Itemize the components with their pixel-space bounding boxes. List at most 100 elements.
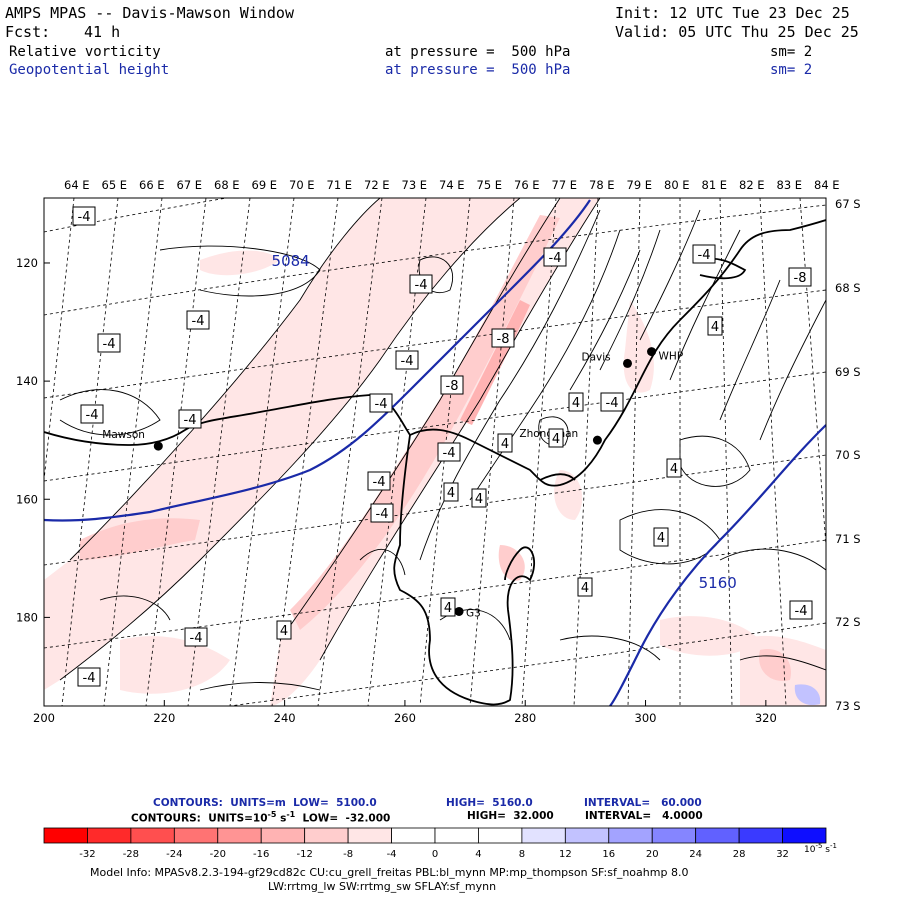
vorticity-label-box bbox=[471, 488, 487, 508]
height-contour-high: HIGH= 5160.0 bbox=[446, 797, 533, 809]
vorticity-label-box bbox=[788, 267, 812, 287]
vort-high: HIGH= 32.000 bbox=[467, 810, 554, 822]
lat-label: 70 S bbox=[835, 448, 861, 462]
lon-label: 68 E bbox=[214, 178, 240, 192]
x-tick-label: 260 bbox=[394, 711, 416, 725]
colorbar-label: -16 bbox=[253, 849, 269, 860]
field2-level: at pressure = 500 hPa bbox=[385, 62, 571, 78]
lon-label: 80 E bbox=[664, 178, 690, 192]
vorticity-label-box bbox=[568, 392, 584, 412]
y-tick-label: 160 bbox=[16, 492, 38, 506]
colorbar-swatch bbox=[130, 827, 175, 844]
colorbar-label: 16 bbox=[602, 849, 615, 860]
colorbar-swatch bbox=[347, 827, 392, 844]
x-tick-label: 320 bbox=[755, 711, 777, 725]
station-marker bbox=[622, 358, 632, 368]
vorticity-label: 4 bbox=[711, 320, 719, 335]
field2-name: Geopotential height bbox=[9, 62, 170, 78]
x-tick-label: 280 bbox=[514, 711, 536, 725]
lon-label: 69 E bbox=[252, 178, 278, 192]
vorticity-label-box bbox=[409, 274, 433, 294]
colorbar-swatch bbox=[738, 827, 783, 844]
coastline bbox=[44, 219, 826, 706]
vorticity-label: -8 bbox=[794, 271, 807, 286]
height-contour-label: 5160 bbox=[699, 574, 737, 592]
colorbar-label: 32 bbox=[776, 849, 789, 860]
field1-name: Relative vorticity bbox=[9, 44, 161, 60]
vorticity-label-box bbox=[548, 428, 564, 448]
colorbar-swatch bbox=[782, 827, 827, 844]
lon-label: 70 E bbox=[289, 178, 315, 192]
lat-label: 68 S bbox=[835, 281, 861, 295]
vorticity-label-box bbox=[497, 433, 513, 453]
vorticity-label-box bbox=[440, 375, 464, 395]
y-tick-label: 120 bbox=[16, 256, 38, 270]
vorticity-label: -4 bbox=[375, 397, 388, 412]
lat-label: 71 S bbox=[835, 532, 861, 546]
forecast-hour: 41 h bbox=[84, 23, 121, 41]
vorticity-label: -4 bbox=[698, 248, 711, 263]
lon-label: 79 E bbox=[627, 178, 653, 192]
vorticity-label: -8 bbox=[446, 379, 459, 394]
lat-label: 67 S bbox=[835, 197, 861, 211]
vorticity-label-box bbox=[77, 667, 101, 687]
init-time: Init: 12 UTC Tue 23 Dec 25 bbox=[615, 4, 850, 22]
colorbar-swatch bbox=[608, 827, 653, 844]
vorticity-label-box bbox=[600, 392, 624, 412]
vorticity-label: -4 bbox=[376, 507, 389, 522]
vorticity-label-box bbox=[707, 316, 723, 336]
vorticity-label-box bbox=[178, 409, 202, 429]
vorticity-label: 4 bbox=[670, 462, 678, 477]
vorticity-label-box bbox=[543, 247, 567, 267]
lon-label: 84 E bbox=[814, 178, 840, 192]
lat-label: 69 S bbox=[835, 365, 861, 379]
vorticity-label: -4 bbox=[83, 671, 96, 686]
vorticity-label: 4 bbox=[552, 432, 560, 447]
colorbar-label: -4 bbox=[387, 849, 397, 860]
x-tick-label: 300 bbox=[635, 711, 657, 725]
colorbar-label: 12 bbox=[559, 849, 572, 860]
valid-time: Valid: 05 UTC Thu 25 Dec 25 bbox=[615, 23, 859, 41]
vorticity-label-box bbox=[440, 597, 456, 617]
vorticity-label-box bbox=[369, 393, 393, 413]
vorticity-label: -4 bbox=[86, 408, 99, 423]
colorbar: -32 -28 -24 -20 -16 -12 -8 -4 0 4 8 12 16 20 24 28 32 bbox=[43, 827, 827, 860]
vorticity-label: -4 bbox=[184, 413, 197, 428]
vorticity-label: -4 bbox=[103, 337, 116, 352]
map-labels: 64 E 65 E 66 E 67 E 68 E 69 E 70 E 71 E 72 E 73 E… bbox=[16, 178, 861, 725]
colorbar-swatch bbox=[173, 827, 219, 844]
vort-interval: INTERVAL= 4.0000 bbox=[585, 810, 703, 822]
colorbar-label: 24 bbox=[689, 849, 702, 860]
lon-label: 64 E bbox=[64, 178, 90, 192]
lon-label: 73 E bbox=[402, 178, 428, 192]
vorticity-label: 4 bbox=[444, 601, 452, 616]
colorbar-swatch bbox=[478, 827, 523, 844]
colorbar-label: -28 bbox=[123, 849, 139, 860]
colorbar-swatch bbox=[43, 827, 88, 844]
vorticity-label-box bbox=[80, 404, 104, 424]
lon-label: 78 E bbox=[589, 178, 615, 192]
colorbar-label: 8 bbox=[519, 849, 525, 860]
vorticity-label: -4 bbox=[549, 251, 562, 266]
model-info: Model Info: MPASv8.2.3-194-gf29cd82c CU:… bbox=[90, 866, 689, 879]
vorticity-label-box bbox=[276, 620, 292, 640]
vorticity-label: -4 bbox=[373, 475, 386, 490]
vorticity-label: -8 bbox=[497, 332, 510, 347]
colorbar-swatch bbox=[651, 827, 697, 844]
lon-label: 71 E bbox=[327, 178, 353, 192]
station-marker bbox=[647, 347, 657, 357]
field2-smooth: sm= 2 bbox=[770, 62, 813, 78]
vorticity-label: -4 bbox=[606, 396, 619, 411]
lon-label: 77 E bbox=[552, 178, 578, 192]
vorticity-label: 4 bbox=[581, 581, 589, 596]
forecast-label: Fcst: bbox=[5, 23, 51, 41]
station-label: Davis bbox=[581, 351, 610, 363]
colorbar-swatch bbox=[260, 827, 306, 844]
height-contour-info: CONTOURS: UNITS=m LOW= 5100.0 bbox=[153, 797, 377, 809]
field1-level: at pressure = 500 hPa bbox=[385, 44, 571, 60]
model-info-physics: LW:rrtmg_lw SW:rrtmg_sw SFLAY:sf_mynn bbox=[268, 880, 497, 893]
station-label: WHP bbox=[659, 351, 684, 363]
x-tick-label: 240 bbox=[274, 711, 296, 725]
field1-smooth: sm= 2 bbox=[770, 44, 813, 60]
